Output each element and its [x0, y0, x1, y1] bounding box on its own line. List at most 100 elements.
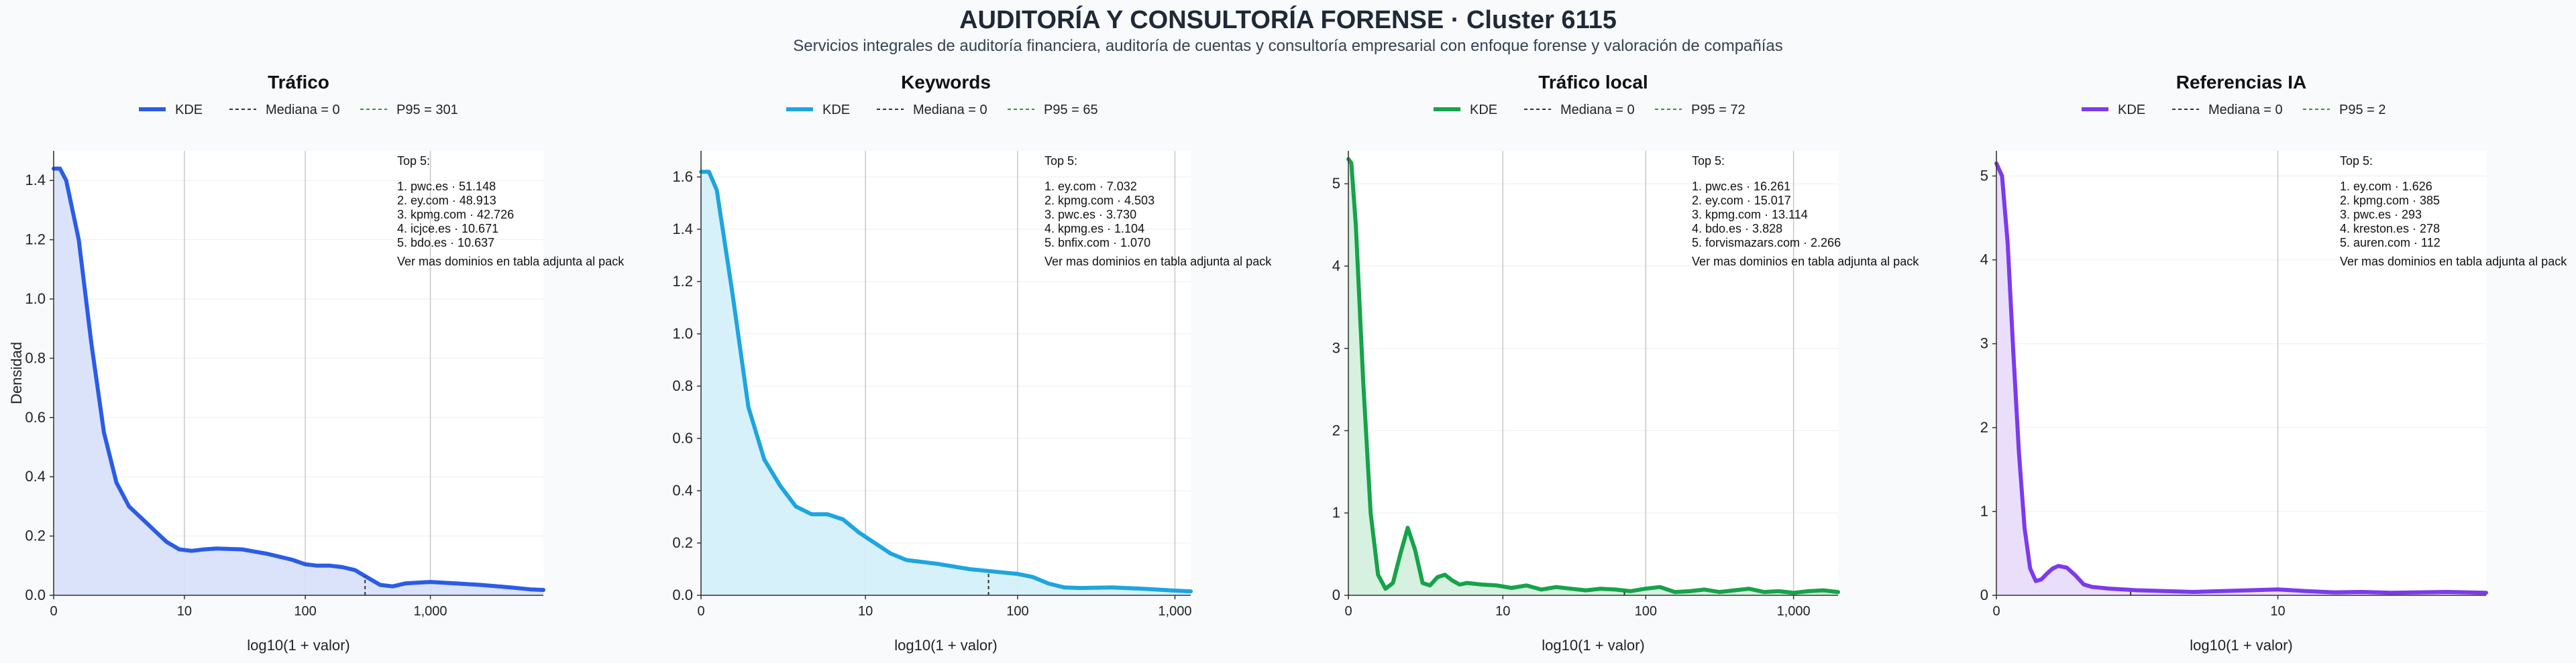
x-tick-label: 10 — [858, 604, 873, 619]
top5-footer: Ver mas dominios en tabla adjunta al pac… — [1692, 255, 1919, 268]
y-tick-label: 1 — [1980, 503, 1988, 520]
top5-item: 4. bdo.es · 3.828 — [1692, 222, 1782, 235]
legend-median-label: Mediana = 0 — [266, 103, 340, 117]
panels: 0.00.20.40.60.81.01.21.40 10 100 1,000log10… — [8, 72, 2567, 654]
x-tick-label: 1,000 — [1158, 604, 1191, 619]
y-tick-label: 4 — [1332, 257, 1340, 274]
x-axis-label: log10(1 + valor) — [2190, 637, 2292, 654]
top5-item: 5. auren.com · 112 — [2340, 236, 2440, 249]
top5-item: 2. ey.com · 15.017 — [1692, 194, 1791, 207]
top5-item: 1. ey.com · 7.032 — [1044, 180, 1137, 193]
chart-panel-3: 0 1 2 3 4 5 0 10 100 1,000 log10(1 + valor) Tráfico… — [1332, 72, 1919, 654]
top5-item: 4. kpmg.es · 1.104 — [1044, 222, 1144, 235]
chart-panel-1: 0.0 0.2 0.4 0.6 0.8 1.0 1.2 1.4 0 10 100 1,000 log10… — [8, 72, 625, 654]
top5-title: Top 5: — [2340, 154, 2373, 168]
figure-subtitle: Servicios integrales de auditoría financ… — [793, 37, 1783, 55]
x-axis-label: log10(1 + valor) — [894, 637, 997, 654]
y-tick-label: 0.2 — [672, 534, 693, 551]
top5-item: 1. pwc.es · 51.148 — [397, 180, 496, 193]
x-tick-label: 1,000 — [414, 604, 447, 619]
legend-p95-label: P95 = 2 — [2339, 103, 2386, 117]
y-tick-label: 2 — [1332, 422, 1340, 438]
y-tick-label: 0.8 — [672, 377, 693, 394]
legend-median-label: Mediana = 0 — [1560, 103, 1635, 117]
y-tick-label: 2 — [1980, 419, 1988, 436]
y-tick-label: 1.0 — [672, 325, 693, 342]
kde-line — [52, 166, 545, 592]
top5-item: 2. kpmg.com · 4.503 — [1044, 194, 1155, 207]
x-tick-label: 10 — [1495, 604, 1510, 619]
chart-panel-4: 0 1 2 3 4 5 0 10 log10(1 + valor) Referencias IA K… — [1980, 72, 2567, 654]
kde-line — [1994, 161, 2488, 595]
x-tick-label: 0 — [1992, 604, 2000, 619]
top5-title: Top 5: — [1692, 154, 1725, 168]
x-axis-label: log10(1 + valor) — [1542, 637, 1644, 654]
legend-p95-label: P95 = 301 — [396, 103, 458, 117]
top5-item: 3. kpmg.com · 13.114 — [1692, 208, 1808, 221]
top5-item: 3. kpmg.com · 42.726 — [397, 208, 514, 221]
y-tick-label: 5 — [1332, 175, 1340, 192]
top5-item: 2. kpmg.com · 385 — [2340, 194, 2440, 207]
legend-kde-label: KDE — [175, 103, 203, 117]
x-tick-label: 100 — [1635, 604, 1657, 619]
legend-kde-label: KDE — [822, 103, 850, 117]
legend-kde-label: KDE — [1470, 103, 1497, 117]
y-tick-label: 1.6 — [672, 168, 693, 185]
y-tick-label: 3 — [1332, 340, 1340, 357]
kde-line — [1346, 157, 1840, 595]
top5-footer: Ver mas dominios en tabla adjunta al pac… — [1044, 255, 1272, 268]
kde-area — [54, 168, 543, 595]
legend-median-label: Mediana = 0 — [2208, 103, 2283, 117]
x-tick-label: 0 — [697, 604, 704, 619]
top5-item: 3. pwc.es · 293 — [2340, 208, 2422, 221]
x-tick-label: 1,000 — [1777, 604, 1811, 619]
top5-title: Top 5: — [1044, 154, 1077, 168]
top5-item: 5. bnfix.com · 1.070 — [1044, 236, 1150, 249]
top5-item: 4. kreston.es · 278 — [2340, 222, 2440, 235]
legend-p95-label: P95 = 72 — [1691, 103, 1746, 117]
top5-item: 3. pwc.es · 3.730 — [1044, 208, 1136, 221]
kde-line — [699, 170, 1193, 594]
plot-area — [1996, 151, 2486, 595]
top5-item: 4. icjce.es · 10.671 — [397, 222, 498, 235]
chart-title: Tráfico — [268, 72, 329, 93]
y-tick-label: 0.4 — [672, 482, 693, 499]
x-tick-label: 10 — [177, 604, 192, 619]
top5-item: 1. pwc.es · 16.261 — [1692, 180, 1790, 193]
x-tick-label: 100 — [294, 604, 316, 619]
y-tick-label: 1.4 — [25, 172, 46, 188]
y-tick-label: 0.0 — [672, 587, 693, 603]
x-tick-label: 100 — [1006, 604, 1028, 619]
figure-title: AUDITORÍA Y CONSULTORÍA FORENSE · Cluste… — [959, 5, 1617, 34]
top5-footer: Ver mas dominios en tabla adjunta al pac… — [2340, 255, 2567, 268]
y-tick-label: 1.2 — [672, 273, 693, 290]
y-tick-label: 3 — [1980, 335, 1988, 352]
y-tick-label: 1.2 — [25, 231, 46, 248]
y-tick-label: 0.0 — [25, 587, 46, 603]
x-tick-label: 0 — [50, 604, 57, 619]
chart-title: Tráfico local — [1538, 72, 1648, 93]
y-tick-label: 0.4 — [25, 468, 46, 485]
kde-area — [701, 172, 1191, 595]
chart-title: Referencias IA — [2176, 72, 2307, 93]
top5-title: Top 5: — [397, 154, 430, 168]
y-tick-label: 1.4 — [672, 221, 693, 237]
y-tick-label: 0 — [1980, 587, 1988, 603]
y-tick-label: 1.0 — [25, 290, 46, 307]
x-axis-label: log10(1 + valor) — [247, 637, 350, 654]
y-tick-label: 0 — [1332, 587, 1340, 603]
top5-item: 2. ey.com · 48.913 — [397, 194, 496, 207]
legend-p95-label: P95 = 65 — [1044, 103, 1098, 117]
y-tick-label: 4 — [1980, 251, 1988, 268]
y-tick-label: 0.6 — [25, 409, 46, 426]
plot-area — [1348, 151, 1838, 595]
legend-median-label: Mediana = 0 — [913, 103, 987, 117]
chart-panel-2: 0.0 0.2 0.4 0.6 0.8 1.0 1.2 1.4 1.6 0 10 100 1,000 lo… — [672, 72, 1272, 654]
top5-item: 5. forvismazars.com · 2.266 — [1692, 236, 1841, 249]
y-axis-label: Densidad — [8, 342, 25, 404]
y-tick-label: 0.6 — [672, 430, 693, 446]
chart-title: Keywords — [901, 72, 991, 93]
top5-item: 5. bdo.es · 10.637 — [397, 236, 494, 249]
x-tick-label: 10 — [2270, 604, 2285, 619]
